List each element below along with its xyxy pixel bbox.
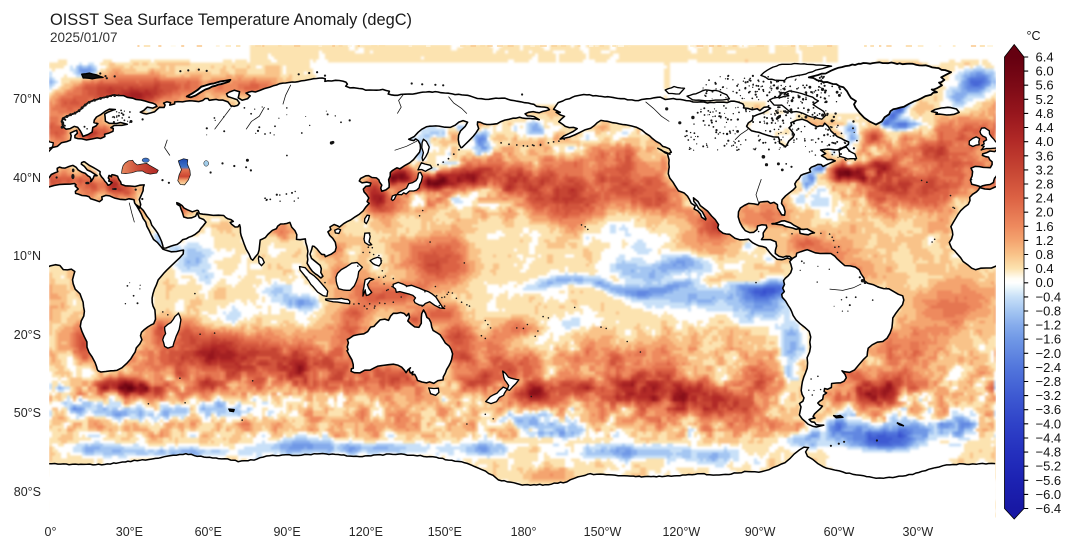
svg-text:4.8: 4.8 — [1036, 106, 1054, 121]
svg-text:−6.0: −6.0 — [1036, 487, 1062, 502]
svg-text:2.8: 2.8 — [1036, 177, 1054, 192]
svg-text:5.6: 5.6 — [1036, 78, 1054, 93]
svg-text:−5.2: −5.2 — [1036, 459, 1062, 474]
svg-text:−2.8: −2.8 — [1036, 374, 1062, 389]
svg-text:−4.4: −4.4 — [1036, 431, 1062, 446]
svg-text:6.4: 6.4 — [1036, 50, 1054, 65]
svg-text:0.0: 0.0 — [1036, 275, 1054, 290]
svg-text:0.4: 0.4 — [1036, 261, 1054, 276]
svg-text:1.6: 1.6 — [1036, 219, 1054, 234]
svg-text:−1.2: −1.2 — [1036, 318, 1062, 333]
svg-text:2.4: 2.4 — [1036, 191, 1054, 206]
svg-text:−2.0: −2.0 — [1036, 346, 1062, 361]
svg-text:−0.8: −0.8 — [1036, 304, 1062, 319]
svg-text:−5.6: −5.6 — [1036, 473, 1062, 488]
svg-text:−2.4: −2.4 — [1036, 360, 1062, 375]
svg-text:5.2: 5.2 — [1036, 92, 1054, 107]
svg-text:4.0: 4.0 — [1036, 134, 1054, 149]
svg-text:2.0: 2.0 — [1036, 205, 1054, 220]
svg-text:°C: °C — [1027, 29, 1041, 43]
svg-text:−3.6: −3.6 — [1036, 402, 1062, 417]
svg-text:−4.0: −4.0 — [1036, 416, 1062, 431]
svg-text:3.6: 3.6 — [1036, 148, 1054, 163]
svg-text:−3.2: −3.2 — [1036, 388, 1062, 403]
svg-text:0.8: 0.8 — [1036, 247, 1054, 262]
svg-text:−6.4: −6.4 — [1036, 501, 1062, 516]
svg-text:3.2: 3.2 — [1036, 162, 1054, 177]
svg-text:−0.4: −0.4 — [1036, 289, 1062, 304]
svg-text:1.2: 1.2 — [1036, 233, 1054, 248]
svg-text:−4.8: −4.8 — [1036, 445, 1062, 460]
svg-text:4.4: 4.4 — [1036, 120, 1054, 135]
svg-text:−1.6: −1.6 — [1036, 332, 1062, 347]
svg-text:6.0: 6.0 — [1036, 64, 1054, 79]
